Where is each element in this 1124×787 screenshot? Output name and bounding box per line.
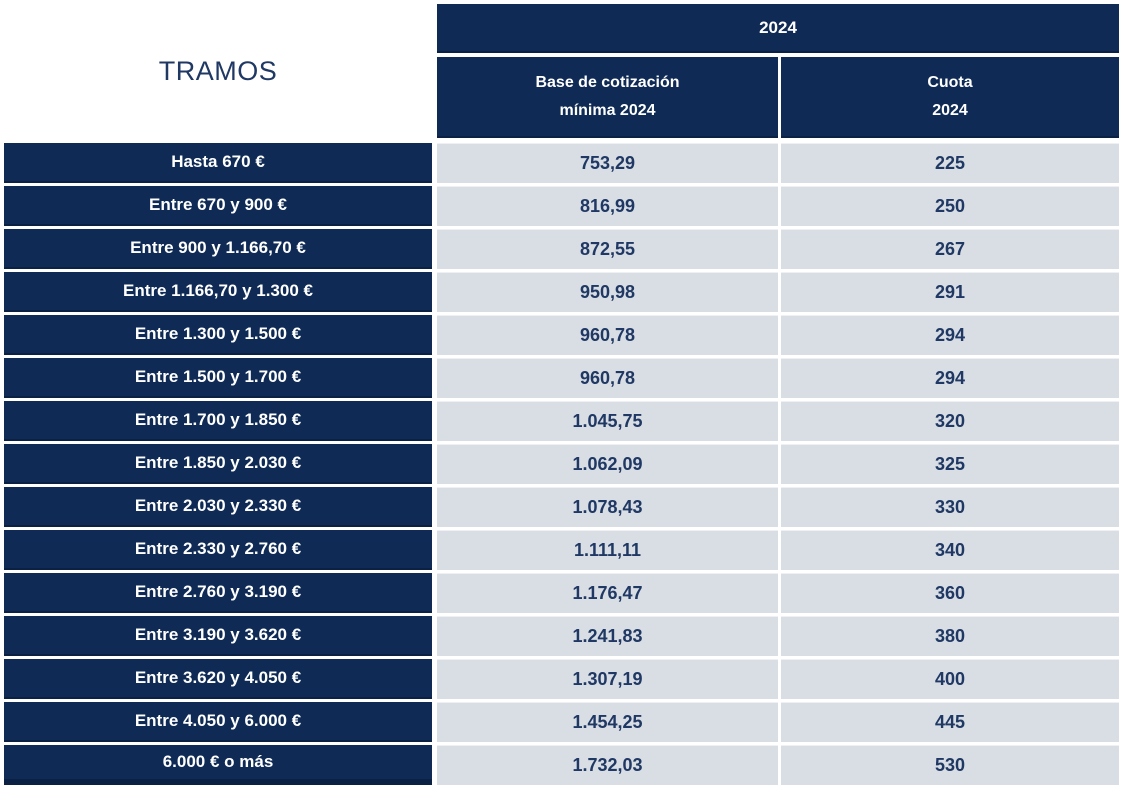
tramo-label: Entre 3.620 y 4.050 € (4, 659, 432, 699)
cuota-value: 225 (781, 143, 1119, 183)
cuota-value: 330 (781, 487, 1119, 527)
table-row: Entre 1.500 y 1.700 € 960,78 294 (4, 358, 1124, 398)
base-value: 1.045,75 (437, 401, 778, 441)
column-header-cuota: Cuota 2024 (781, 57, 1119, 138)
table-row: Entre 3.190 y 3.620 € 1.241,83 380 (4, 616, 1124, 656)
tramo-label: Entre 2.030 y 2.330 € (4, 487, 432, 527)
tramo-label: Entre 2.330 y 2.760 € (4, 530, 432, 570)
cuota-value: 380 (781, 616, 1119, 656)
cuota-value: 325 (781, 444, 1119, 484)
base-value: 1.307,19 (437, 659, 778, 699)
tramo-label: Entre 1.166,70 y 1.300 € (4, 272, 432, 312)
header-right-block: 2024 Base de cotización mínima 2024 Cuot… (437, 4, 1119, 138)
base-value: 1.732,03 (437, 745, 778, 785)
table-row: Entre 1.300 y 1.500 € 960,78 294 (4, 315, 1124, 355)
tramo-label: Entre 900 y 1.166,70 € (4, 229, 432, 269)
column-header-cuota-line1: Cuota (927, 73, 973, 91)
base-value: 872,55 (437, 229, 778, 269)
base-value: 960,78 (437, 315, 778, 355)
cuota-value: 530 (781, 745, 1119, 785)
table-row: Entre 2.760 y 3.190 € 1.176,47 360 (4, 573, 1124, 613)
table-row: Entre 2.030 y 2.330 € 1.078,43 330 (4, 487, 1124, 527)
table-rows: Hasta 670 € 753,29 225 Entre 670 y 900 €… (4, 143, 1124, 787)
column-header-base-line1: Base de cotización (535, 73, 680, 91)
tramo-label: Entre 1.300 y 1.500 € (4, 315, 432, 355)
base-value: 1.078,43 (437, 487, 778, 527)
column-header-base: Base de cotización mínima 2024 (437, 57, 778, 138)
tramo-label: Hasta 670 € (4, 143, 432, 183)
table-row: Entre 1.850 y 2.030 € 1.062,09 325 (4, 444, 1124, 484)
cuota-value: 250 (781, 186, 1119, 226)
corner-cell: TRAMOS (4, 4, 432, 138)
table-row: Entre 670 y 900 € 816,99 250 (4, 186, 1124, 226)
base-value: 1.241,83 (437, 616, 778, 656)
base-value: 753,29 (437, 143, 778, 183)
year-label: 2024 (759, 17, 797, 37)
base-value: 1.062,09 (437, 444, 778, 484)
cuota-value: 360 (781, 573, 1119, 613)
table-row: Hasta 670 € 753,29 225 (4, 143, 1124, 183)
tramo-label: Entre 3.190 y 3.620 € (4, 616, 432, 656)
cuota-value: 267 (781, 229, 1119, 269)
cuota-value: 291 (781, 272, 1119, 312)
table-row: Entre 1.166,70 y 1.300 € 950,98 291 (4, 272, 1124, 312)
column-headers: Base de cotización mínima 2024 Cuota 202… (437, 57, 1119, 138)
table-row: Entre 2.330 y 2.760 € 1.111,11 340 (4, 530, 1124, 570)
cuota-value: 445 (781, 702, 1119, 742)
year-span-header: 2024 (437, 4, 1119, 53)
table-header: TRAMOS 2024 Base de cotización mínima 20… (4, 4, 1124, 138)
table-row: Entre 1.700 y 1.850 € 1.045,75 320 (4, 401, 1124, 441)
tramo-label: Entre 1.850 y 2.030 € (4, 444, 432, 484)
tramo-label: Entre 1.700 y 1.850 € (4, 401, 432, 441)
base-value: 816,99 (437, 186, 778, 226)
column-header-cuota-line2: 2024 (932, 101, 968, 119)
table-row: 6.000 € o más 1.732,03 530 (4, 745, 1124, 785)
table-row: Entre 900 y 1.166,70 € 872,55 267 (4, 229, 1124, 269)
table-row: Entre 3.620 y 4.050 € 1.307,19 400 (4, 659, 1124, 699)
base-value: 1.176,47 (437, 573, 778, 613)
tramo-label: Entre 1.500 y 1.700 € (4, 358, 432, 398)
tramo-label: Entre 670 y 900 € (4, 186, 432, 226)
cuota-value: 320 (781, 401, 1119, 441)
table-row: Entre 4.050 y 6.000 € 1.454,25 445 (4, 702, 1124, 742)
base-value: 950,98 (437, 272, 778, 312)
base-value: 1.111,11 (437, 530, 778, 570)
tramo-label: Entre 4.050 y 6.000 € (4, 702, 432, 742)
table-title: TRAMOS (158, 55, 278, 86)
cuota-value: 294 (781, 315, 1119, 355)
cuota-value: 400 (781, 659, 1119, 699)
tramo-label: 6.000 € o más (4, 745, 432, 785)
base-value: 1.454,25 (437, 702, 778, 742)
cuota-value: 294 (781, 358, 1119, 398)
tramo-label: Entre 2.760 y 3.190 € (4, 573, 432, 613)
cuota-value: 340 (781, 530, 1119, 570)
base-value: 960,78 (437, 358, 778, 398)
column-header-base-line2: mínima 2024 (559, 101, 656, 119)
